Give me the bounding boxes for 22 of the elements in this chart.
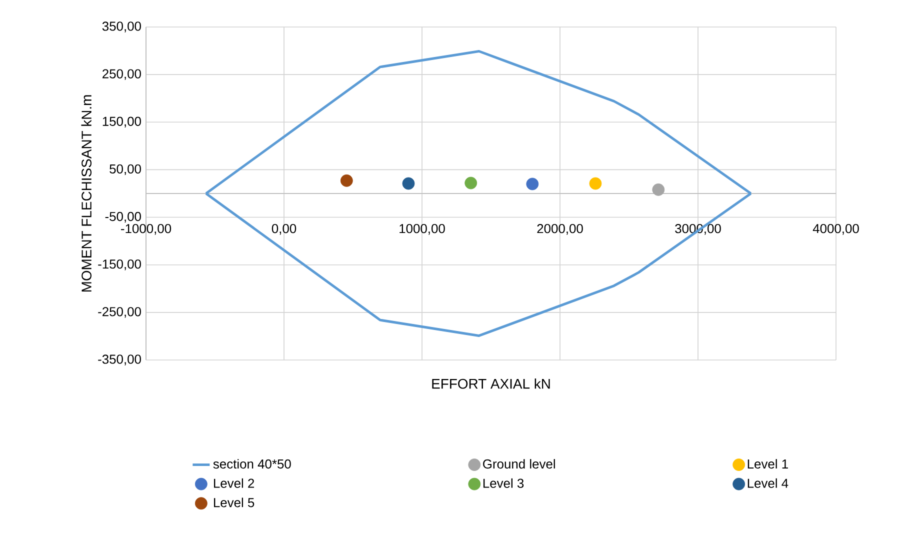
y-tick-label: -250,00 xyxy=(98,307,141,318)
y-tick-label: 350,00 xyxy=(102,22,141,32)
x-axis-title: EFFORT AXIAL kN xyxy=(432,378,550,389)
legend-label: section 40*50 xyxy=(213,459,291,469)
y-tick-label: 50,00 xyxy=(110,164,141,176)
legend-label: Level 1 xyxy=(748,459,788,469)
x-tick-label: 4000,00 xyxy=(812,224,859,235)
x-tick-label: 2000,00 xyxy=(537,224,583,235)
y-tick-label: -150,00 xyxy=(98,259,141,270)
y-axis-title: MOMENT FLECHISSANT kN.m xyxy=(81,95,92,292)
legend-label: Level 3 xyxy=(483,478,524,488)
legend-label: Level 2 xyxy=(214,478,254,488)
x-tick-label: -1000,00 xyxy=(121,224,172,235)
y-tick-label: -50,00 xyxy=(105,212,141,223)
y-tick-label: 150,00 xyxy=(102,116,141,128)
y-tick-label: -350,00 xyxy=(98,354,141,366)
y-tick-label: 250,00 xyxy=(102,69,141,80)
x-tick-label: 1000,00 xyxy=(400,224,445,235)
x-tick-label: 0,00 xyxy=(272,224,296,235)
legend-label: Level 5 xyxy=(214,498,254,508)
legend-label: Ground level xyxy=(483,459,555,469)
legend-label: Level 4 xyxy=(748,478,788,488)
